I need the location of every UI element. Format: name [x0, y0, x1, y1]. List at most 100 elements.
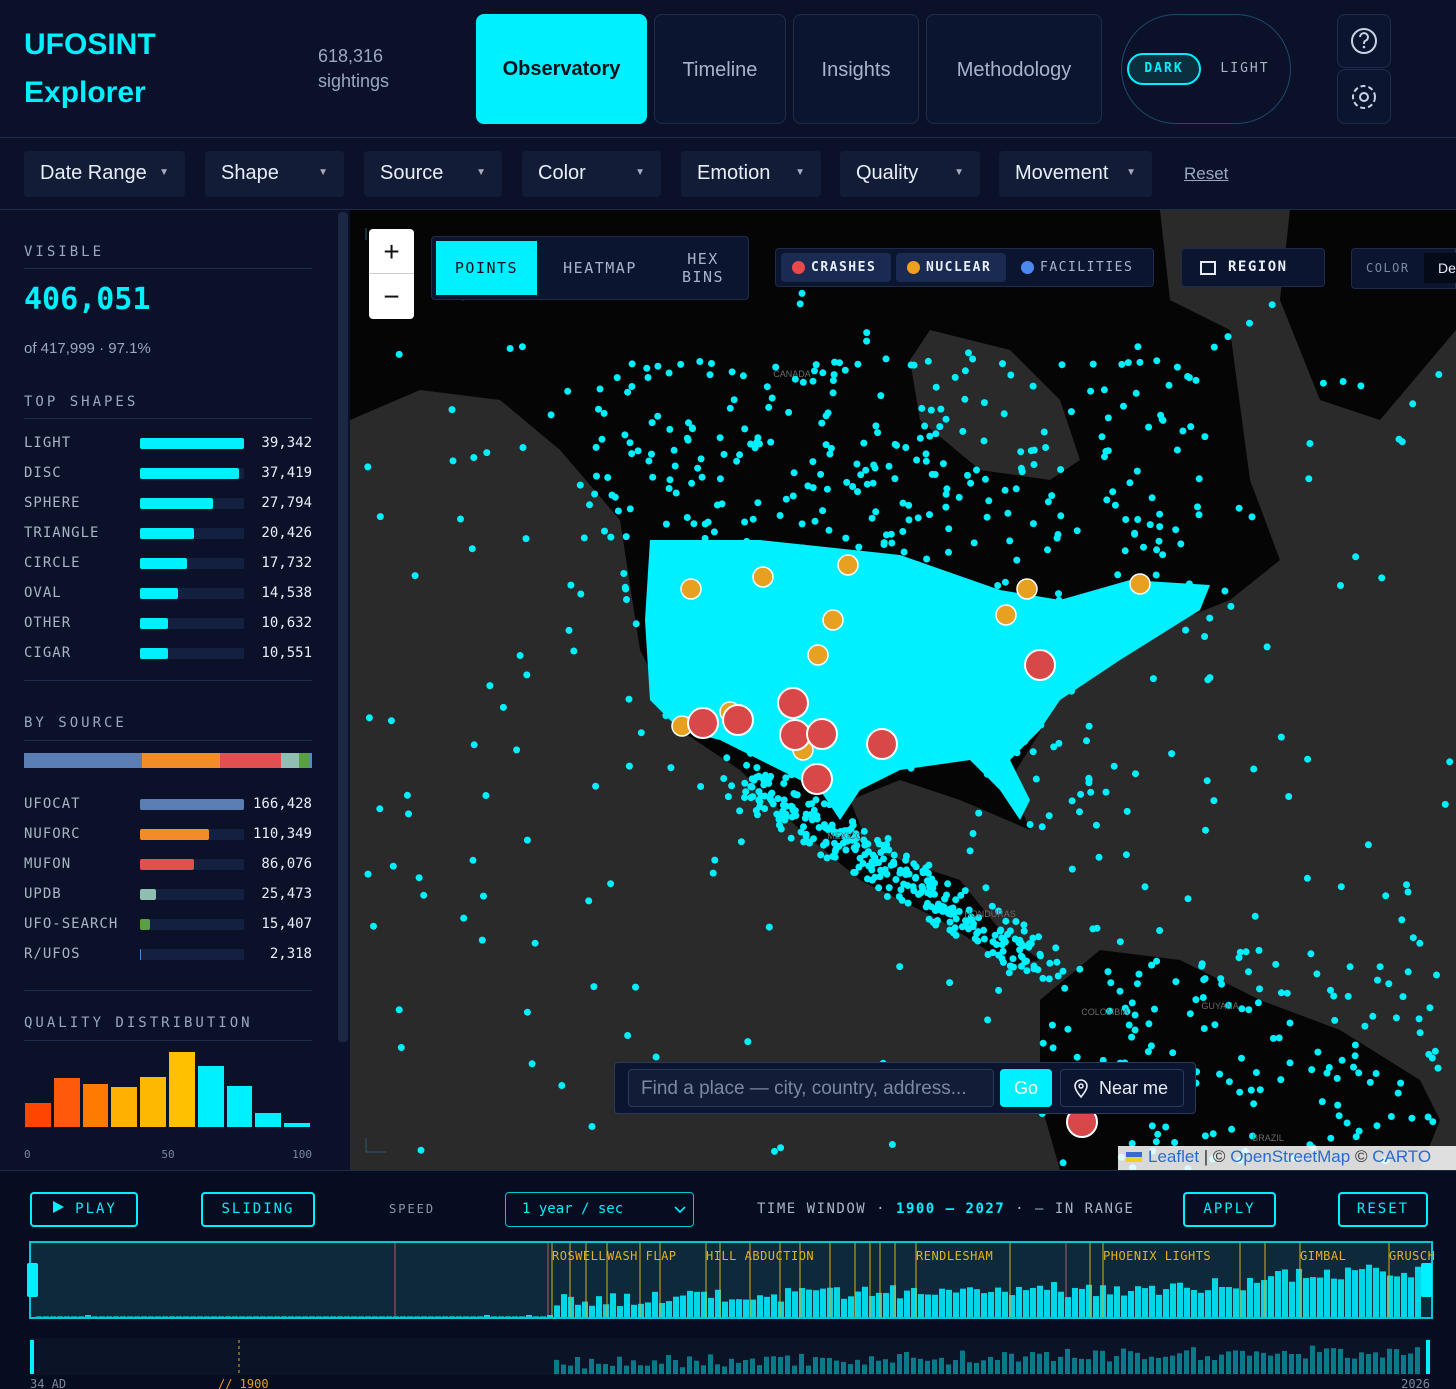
sighting-dot — [677, 360, 685, 368]
sighting-dot — [829, 389, 837, 397]
sighting-dot — [727, 618, 735, 626]
sighting-dot — [849, 597, 857, 605]
overview-bar — [883, 1359, 888, 1374]
attribution-link[interactable]: Leaflet — [1148, 1147, 1200, 1166]
sighting-dot — [904, 697, 912, 705]
filter-dropdown[interactable]: Shape ▼ — [205, 151, 344, 197]
nav-tab[interactable]: Methodology — [926, 14, 1102, 124]
year-bar — [400, 1316, 406, 1317]
sighting-dot — [946, 918, 954, 926]
sighting-dot — [1152, 1138, 1160, 1146]
bar-value: 27,794 — [261, 495, 312, 511]
sighting-dot — [1125, 1021, 1133, 1029]
sighting-dot — [863, 337, 871, 345]
overview-bar — [820, 1357, 825, 1374]
sighting-dot — [1314, 1048, 1322, 1056]
bar-track — [140, 889, 244, 900]
theme-dark[interactable]: DARK — [1127, 53, 1201, 85]
sighting-dot — [1033, 624, 1041, 632]
sighting-dot — [829, 853, 837, 861]
sighting-dot — [1409, 400, 1417, 408]
zoom-out[interactable]: − — [369, 274, 414, 319]
year-bar — [1331, 1278, 1337, 1317]
sighting-dot — [785, 754, 793, 762]
layer-toggle[interactable]: NUCLEAR — [896, 253, 1006, 282]
reset-button[interactable]: RESET — [1338, 1192, 1428, 1227]
sighting-dot — [803, 668, 811, 676]
stack-segment — [220, 753, 282, 768]
nav-tab[interactable]: Timeline — [654, 14, 786, 124]
apply-button[interactable]: APPLY — [1183, 1192, 1276, 1227]
sighting-dot — [1030, 691, 1038, 699]
filter-dropdown[interactable]: Emotion ▼ — [681, 151, 821, 197]
search-go[interactable]: Go — [1000, 1069, 1052, 1107]
sighting-dot — [768, 709, 775, 717]
year-bar — [1114, 1286, 1120, 1317]
near-me-label: Near me — [1099, 1078, 1169, 1098]
overview-bar — [1373, 1352, 1378, 1374]
sliding-button[interactable]: SLIDING — [201, 1192, 315, 1227]
mode-button[interactable]: HEX BINS — [681, 250, 725, 286]
overview-bar — [1163, 1356, 1168, 1374]
year-bar — [960, 1288, 966, 1317]
filter-dropdown[interactable]: Color ▼ — [522, 151, 661, 197]
attribution-link[interactable]: CARTO — [1372, 1147, 1432, 1166]
filter-dropdown[interactable]: Movement ▼ — [999, 151, 1152, 197]
sighting-dot — [867, 717, 875, 725]
play-button[interactable]: PLAY — [30, 1192, 138, 1227]
sighting-dot — [1236, 1088, 1244, 1096]
sighting-dot — [889, 669, 897, 677]
sighting-dot — [1107, 979, 1115, 987]
sighting-dot — [826, 801, 834, 809]
sighting-dot — [831, 643, 839, 651]
sighting-dot — [1203, 777, 1211, 785]
sighting-dot — [985, 497, 993, 505]
sighting-dot — [774, 665, 782, 673]
sighting-dot — [985, 610, 992, 618]
settings-button[interactable] — [1337, 69, 1391, 124]
filter-label: Shape — [221, 162, 279, 184]
nav-tab[interactable]: Observatory — [476, 14, 647, 124]
sighting-dot — [835, 747, 843, 754]
sighting-dot — [743, 761, 751, 769]
zoom-in[interactable]: + — [369, 229, 414, 274]
sighting-dot — [658, 667, 666, 675]
region-button[interactable]: REGION — [1181, 248, 1325, 287]
sighting-dot — [690, 542, 698, 550]
sighting-dot — [1408, 1114, 1416, 1122]
layer-toggle[interactable]: CRASHES — [781, 253, 891, 282]
layer-toggle[interactable]: FACILITIES — [1010, 253, 1148, 282]
overview-bar — [897, 1354, 902, 1374]
overview-bar — [799, 1353, 804, 1374]
attribution-link[interactable]: OpenStreetMap — [1230, 1147, 1351, 1166]
mode-button[interactable]: POINTS — [436, 241, 537, 295]
nav-tab[interactable]: Insights — [793, 14, 919, 124]
sighting-dot — [691, 670, 698, 678]
sighting-dot — [952, 896, 960, 904]
sighting-dot — [1146, 521, 1154, 529]
mode-button[interactable]: HEATMAP — [563, 259, 637, 277]
year-bar — [708, 1297, 714, 1317]
overview-bar — [1170, 1355, 1175, 1374]
near-me[interactable]: Near me — [1060, 1069, 1184, 1107]
sighting-dot — [841, 827, 849, 835]
speed-select[interactable]: 1 year / sec — [505, 1192, 694, 1227]
filter-reset[interactable]: Reset — [1184, 164, 1229, 183]
x-tick-label: 50 — [161, 1148, 175, 1161]
filter-dropdown[interactable]: Date Range ▼ — [24, 151, 185, 197]
overview-bar — [1079, 1358, 1084, 1374]
theme-light[interactable]: LIGHT — [1220, 61, 1270, 76]
color-select[interactable]: De — [1424, 253, 1456, 283]
search-input[interactable]: Find a place — city, country, address... — [628, 1069, 994, 1107]
sighting-dot — [875, 884, 883, 892]
help-button[interactable] — [1337, 14, 1391, 68]
bar — [140, 648, 168, 659]
filter-dropdown[interactable]: Quality ▼ — [840, 151, 980, 197]
filter-dropdown[interactable]: Source ▼ — [364, 151, 502, 197]
sighting-dot — [927, 406, 935, 414]
timeline[interactable]: ROSWELL WASH FLAP HILL ABDUCTION RENDLESHAM… — [0, 1230, 1456, 1389]
sighting-dot — [1145, 1020, 1153, 1028]
year-bar — [162, 1316, 168, 1317]
sighting-dot — [1025, 943, 1033, 951]
